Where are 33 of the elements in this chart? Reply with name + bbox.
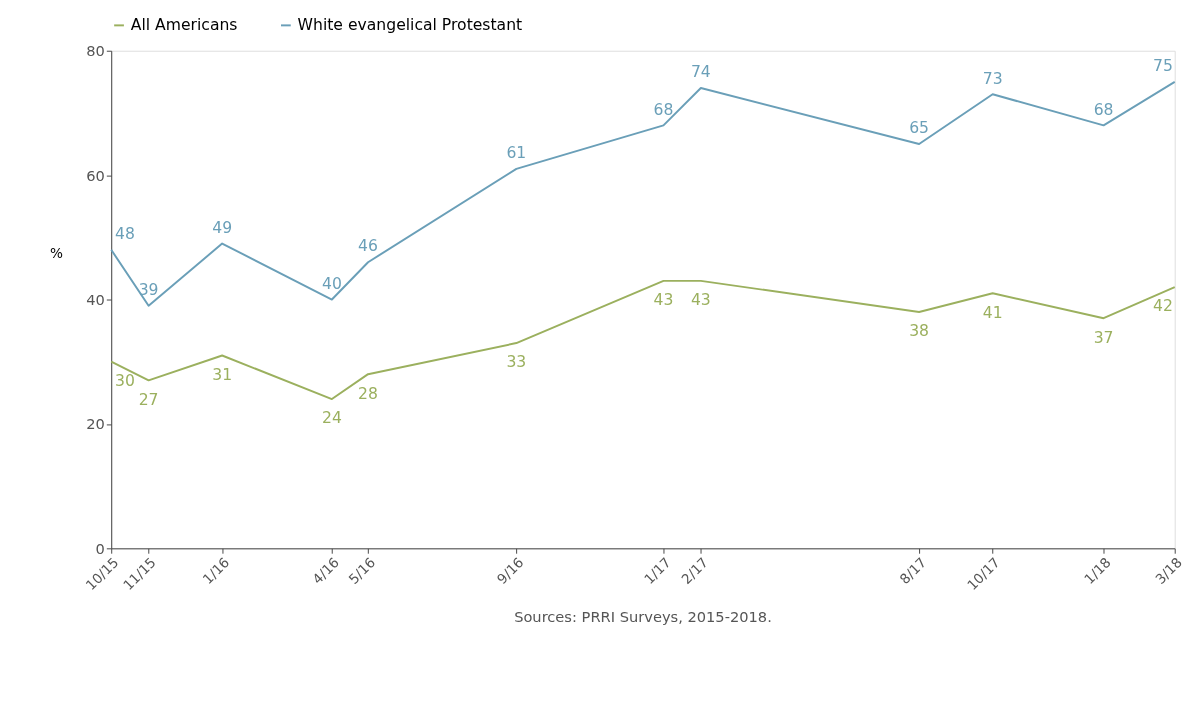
y-tick-label: 80 [86, 42, 105, 60]
legend-label: White evangelical Protestant [297, 16, 523, 35]
data-label: 39 [138, 281, 159, 300]
data-label: 48 [114, 225, 135, 244]
data-label: 61 [506, 144, 527, 163]
data-label: 43 [690, 291, 711, 310]
data-label: 41 [982, 303, 1003, 322]
y-tick-label: 20 [86, 415, 105, 433]
legend-label: All Americans [130, 16, 238, 35]
y-axis-title: % [49, 245, 63, 262]
y-tick-label: 0 [95, 539, 105, 557]
y-tick-label: 40 [86, 290, 105, 308]
data-label: 40 [321, 274, 342, 293]
y-tick-label: 60 [86, 166, 105, 184]
data-label: 31 [212, 365, 233, 384]
data-label: 74 [690, 63, 711, 82]
data-label: 68 [653, 100, 674, 119]
data-label: 75 [1153, 57, 1173, 76]
data-label: 27 [138, 390, 159, 409]
data-label: 33 [506, 353, 527, 372]
source-note: Sources: PRRI Surveys, 2015-2018. [514, 607, 772, 625]
data-label: 49 [212, 218, 233, 237]
data-label: 46 [358, 237, 378, 256]
data-label: 38 [909, 322, 930, 341]
data-label: 42 [1153, 297, 1173, 316]
data-label: 28 [358, 384, 378, 403]
data-label: 65 [909, 119, 930, 138]
data-label: 37 [1093, 328, 1114, 347]
data-label: 30 [114, 372, 135, 391]
data-label: 43 [653, 291, 674, 310]
data-label: 73 [982, 69, 1003, 88]
data-label: 24 [321, 409, 342, 428]
data-label: 68 [1093, 100, 1114, 119]
